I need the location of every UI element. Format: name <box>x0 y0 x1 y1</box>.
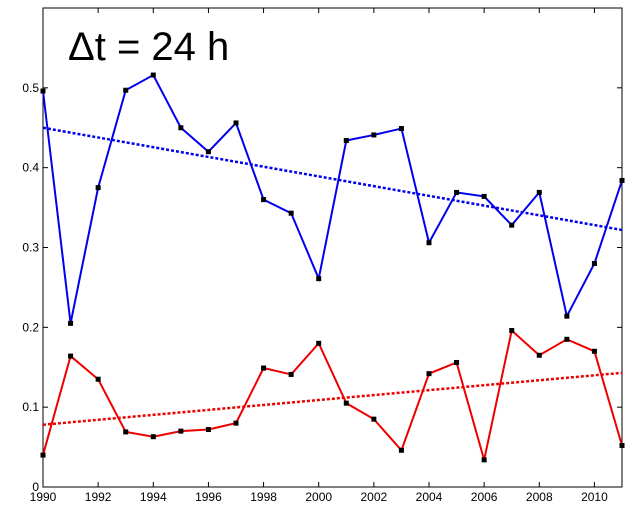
point <box>536 352 542 358</box>
point <box>591 260 597 266</box>
y-tick-label: 0.4 <box>22 161 39 175</box>
point <box>68 320 74 326</box>
point <box>95 185 101 191</box>
point <box>178 428 184 434</box>
y-tick-label: 0 <box>32 480 39 494</box>
point <box>40 452 46 458</box>
point <box>398 447 404 453</box>
point <box>40 88 46 94</box>
x-tick-label: 2010 <box>581 490 608 504</box>
point <box>591 348 597 354</box>
point <box>95 376 101 382</box>
point <box>481 457 487 463</box>
x-tick-label: 2002 <box>361 490 388 504</box>
point <box>288 371 294 377</box>
point <box>288 210 294 216</box>
point <box>564 313 570 319</box>
point <box>564 336 570 342</box>
series-line <box>42 73 623 324</box>
x-tick-label: 1996 <box>195 490 222 504</box>
point <box>205 427 211 433</box>
x-tick-label: 2008 <box>526 490 553 504</box>
x-tick-label: 2000 <box>305 490 332 504</box>
y-tick-label: 0.2 <box>22 320 39 334</box>
point <box>619 442 625 448</box>
x-tick-label: 2004 <box>416 490 443 504</box>
series-line <box>42 328 623 461</box>
point <box>150 434 156 440</box>
x-tick-label: 1994 <box>140 490 167 504</box>
trend-line <box>42 126 623 232</box>
point <box>426 240 432 246</box>
point <box>316 276 322 282</box>
point <box>261 197 267 203</box>
x-tick-label: 1992 <box>85 490 112 504</box>
point <box>509 328 515 334</box>
point <box>205 149 211 155</box>
y-tick-label: 0.1 <box>22 400 39 414</box>
point <box>233 120 239 126</box>
x-tick-label: 2006 <box>471 490 498 504</box>
point <box>481 193 487 199</box>
point <box>454 189 460 195</box>
trend-line <box>42 371 623 426</box>
point <box>454 359 460 365</box>
y-tick-label: 0.5 <box>22 81 39 95</box>
point <box>261 365 267 371</box>
point <box>123 87 129 93</box>
point <box>123 429 129 435</box>
plot-box <box>42 7 623 488</box>
point <box>371 416 377 422</box>
point <box>398 126 404 132</box>
point <box>178 125 184 131</box>
point <box>619 177 625 183</box>
point <box>68 353 74 359</box>
x-tick-label: 1990 <box>30 490 57 504</box>
point <box>233 420 239 426</box>
point <box>509 222 515 228</box>
point <box>343 400 349 406</box>
point <box>426 371 432 377</box>
x-tick-label: 1998 <box>250 490 277 504</box>
annotation: Δt = 24 h <box>68 25 229 69</box>
point <box>150 72 156 78</box>
y-tick-label: 0.3 <box>22 241 39 255</box>
point <box>536 189 542 195</box>
point <box>343 138 349 144</box>
point <box>371 132 377 138</box>
point <box>316 340 322 346</box>
